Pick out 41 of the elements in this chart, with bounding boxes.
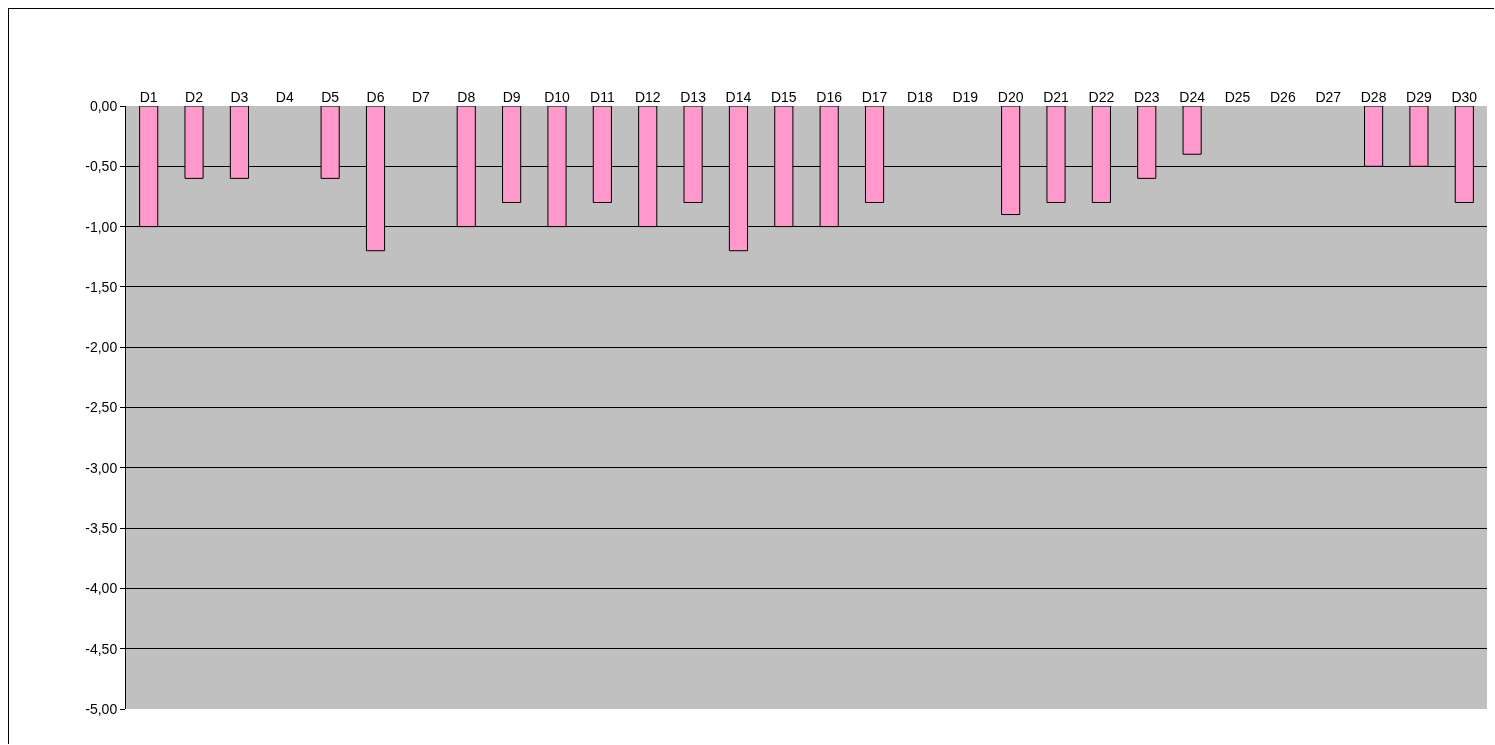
x-tick-label: D15 [770,89,797,106]
x-tick-label: D19 [952,89,979,106]
x-tick-label: D11 [590,89,615,106]
y-tick-label: -3,00 [85,459,118,476]
x-tick-label: D9 [502,89,521,106]
y-tick-label: -0,50 [85,158,118,175]
x-tick-label: D22 [1088,89,1115,106]
y-tick-label: -4,00 [85,580,118,597]
x-tick-label: D7 [411,89,431,106]
y-tick-label: 0,00 [89,97,118,114]
x-tick-label: D16 [816,89,843,106]
x-tick-label: D8 [457,89,476,106]
x-tick-label: D17 [861,89,888,106]
y-tick-label: -2,00 [85,339,118,356]
y-tick-label: -4,50 [85,640,118,657]
x-tick-label: D3 [230,89,249,106]
x-tick-label: D5 [321,89,340,106]
x-tick-label: D29 [1406,89,1432,106]
x-tick-label: D25 [1224,89,1251,106]
x-tick-label: D6 [366,89,385,106]
x-tick-label: D23 [1133,89,1160,106]
y-tick-label: -1,00 [85,218,118,235]
x-tick-label: D1 [139,89,158,106]
x-tick-label: D12 [634,89,661,106]
y-tick-label: -3,50 [85,520,118,536]
x-tick-label: D26 [1270,89,1296,106]
x-tick-label: D4 [275,89,294,106]
x-tick-label: D20 [997,89,1024,106]
y-tick-label: -2,50 [85,399,118,416]
x-tick-label: D27 [1315,89,1342,106]
y-tick-label: -1,50 [85,278,118,295]
x-tick-label: D21 [1043,89,1070,106]
x-tick-label: D2 [185,89,204,106]
x-tick-label: D14 [725,89,752,106]
x-tick-label: D18 [907,89,933,106]
x-tick-label: D30 [1451,89,1478,106]
x-tick-label: D28 [1360,89,1387,106]
y-tick-label: -5,00 [85,700,118,717]
x-tick-label: D10 [544,89,571,106]
x-tick-label: D24 [1179,89,1206,106]
x-tick-label: D13 [680,89,707,106]
